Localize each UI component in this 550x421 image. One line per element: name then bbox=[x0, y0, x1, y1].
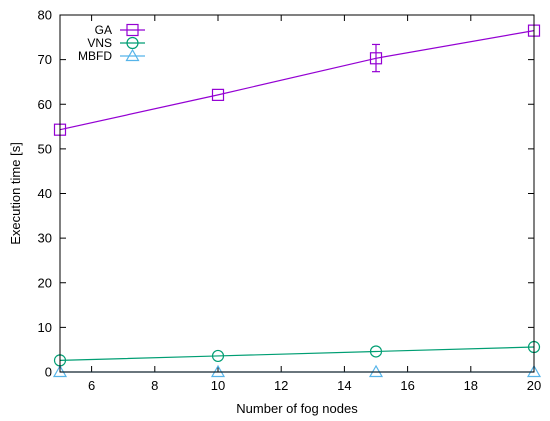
ga-point bbox=[211, 88, 225, 101]
y-tick-label: 20 bbox=[38, 275, 52, 290]
y-tick-label: 30 bbox=[38, 231, 52, 246]
vns-line bbox=[59, 346, 535, 361]
ga-point bbox=[369, 52, 383, 65]
ga-line bbox=[59, 30, 535, 131]
y-tick-label: 50 bbox=[38, 141, 52, 156]
legend-label-vns: VNS bbox=[87, 36, 112, 50]
y-tick-label: 80 bbox=[38, 8, 52, 23]
x-tick-label: 12 bbox=[274, 378, 288, 393]
series-layer bbox=[52, 24, 542, 378]
x-tick-label: 20 bbox=[527, 378, 541, 393]
x-axis-label: Number of fog nodes bbox=[236, 401, 358, 416]
x-tick-label: 8 bbox=[151, 378, 158, 393]
mbfd-point bbox=[526, 364, 542, 378]
legend-label-ga: GA bbox=[95, 23, 112, 37]
y-tick-label: 40 bbox=[38, 186, 52, 201]
y-axis-label: Execution time [s] bbox=[8, 142, 23, 245]
x-tick-label: 10 bbox=[211, 378, 225, 393]
x-tick-label: 18 bbox=[464, 378, 478, 393]
vns-point bbox=[369, 345, 383, 358]
y-tick-label: 70 bbox=[38, 52, 52, 67]
mbfd-point bbox=[368, 364, 384, 378]
legend-marker-mbfd bbox=[125, 48, 140, 62]
y-tick-label: 60 bbox=[38, 97, 52, 112]
mbfd-point bbox=[210, 364, 226, 378]
vns-point bbox=[211, 349, 225, 363]
x-tick-label: 6 bbox=[88, 378, 95, 393]
y-tick-label: 10 bbox=[38, 320, 52, 335]
y-tick-label: 0 bbox=[45, 365, 52, 380]
legend-marker-vns bbox=[126, 36, 139, 50]
legend-marker-ga bbox=[126, 23, 139, 37]
x-tick-label: 16 bbox=[400, 378, 414, 393]
plot-frame bbox=[59, 14, 535, 373]
x-tick-label: 14 bbox=[337, 378, 351, 393]
legend-label-mbfd: MBFD bbox=[78, 49, 112, 63]
ticks-layer: 6 8 10 12 14 16 18 20 0 10 20 30 40 50 60 70 80 bbox=[38, 8, 542, 394]
mbfd-point bbox=[52, 364, 68, 378]
